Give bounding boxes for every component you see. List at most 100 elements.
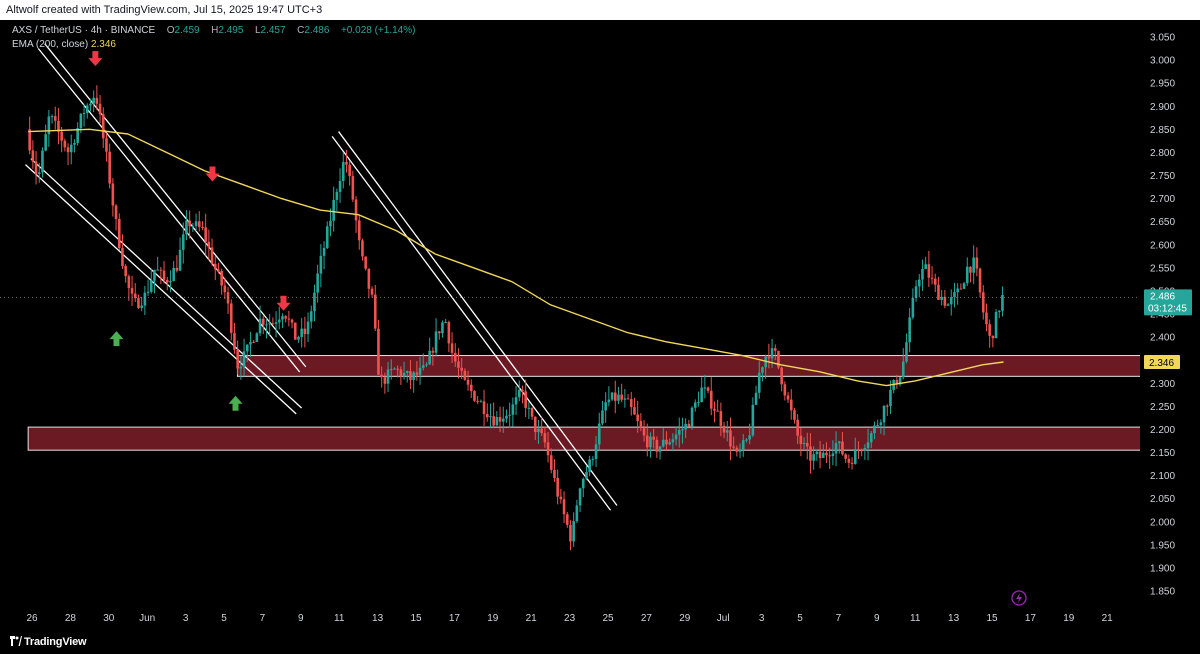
time-tick-label: 11 — [910, 613, 921, 624]
candle-body — [748, 435, 751, 440]
candle-body — [981, 292, 985, 313]
candle-body — [575, 505, 579, 522]
lightning-icon[interactable] — [1011, 590, 1027, 606]
candle-body — [588, 459, 591, 473]
candle-body — [572, 521, 575, 542]
down-arrow-icon — [276, 295, 291, 311]
time-tick-label: 17 — [1025, 613, 1037, 624]
candle-body — [988, 324, 991, 336]
candle-body — [146, 291, 150, 293]
candle-body — [722, 425, 726, 433]
arrow-head — [88, 58, 103, 67]
candle-body — [777, 350, 780, 368]
candle-body — [681, 429, 684, 431]
candles — [28, 85, 1004, 551]
tradingview-logo-icon — [10, 636, 22, 646]
price-axis[interactable]: 3.050 3.000 2.950 2.900 2.850 2.800 2.750 2.700… — [1140, 20, 1200, 630]
candle-body — [185, 220, 188, 235]
candle-body — [495, 417, 499, 426]
time-tick-label: 3 — [183, 613, 189, 624]
candle-body — [335, 191, 339, 200]
price-tick-label: 2.100 — [1150, 471, 1175, 482]
candle-body — [44, 134, 47, 151]
candle-body — [297, 336, 300, 340]
candle-body — [527, 407, 531, 409]
candle-body — [559, 496, 563, 500]
candle-body — [898, 377, 902, 385]
time-tick-label: 7 — [260, 613, 266, 624]
candle-body — [505, 415, 508, 419]
candle-body — [690, 407, 694, 427]
candle-body — [847, 458, 851, 463]
candle-body — [521, 390, 524, 392]
price-tick-label: 2.250 — [1150, 402, 1175, 413]
time-axis-bg — [0, 605, 1140, 630]
candle-body — [732, 446, 735, 448]
candle-body — [399, 369, 403, 377]
up-arrow-icon — [228, 395, 243, 411]
time-tick-label: 27 — [641, 613, 653, 624]
candle-body — [985, 312, 988, 325]
candle-body — [674, 434, 678, 440]
bar-countdown: 03:12:45 — [1148, 303, 1187, 314]
candle-body — [885, 405, 889, 407]
price-tick-label: 2.950 — [1150, 79, 1175, 90]
high-value: 2.495 — [218, 25, 244, 36]
candle-body — [169, 280, 172, 283]
candle-body — [98, 103, 102, 115]
candle-body — [889, 389, 892, 406]
arrow-shaft — [113, 338, 120, 347]
price-tick-label: 2.700 — [1150, 194, 1175, 205]
candle-body — [930, 277, 934, 279]
candle-body — [441, 322, 444, 334]
ema-label: EMA (200, close) — [12, 39, 89, 50]
candle-body — [111, 183, 115, 206]
candle-body — [517, 390, 521, 398]
candle-body — [101, 114, 105, 139]
candle-body — [860, 450, 863, 452]
candle-body — [492, 416, 495, 426]
candle-body — [338, 180, 342, 192]
candle-body — [636, 414, 639, 421]
candle-body — [460, 367, 463, 371]
candle-body — [149, 280, 153, 292]
candle-body — [447, 321, 451, 344]
candle-body — [815, 451, 819, 455]
time-tick-label: 15 — [986, 613, 998, 624]
candle-body — [281, 316, 284, 320]
candle-body — [956, 288, 959, 293]
trendline-3-a — [338, 131, 618, 506]
price-tick-label: 2.750 — [1150, 171, 1175, 182]
price-chart[interactable]: 3.050 3.000 2.950 2.900 2.850 2.800 2.750 2.700… — [0, 20, 1200, 630]
candle-body — [140, 305, 143, 308]
candle-body — [946, 304, 950, 306]
candle-body — [114, 205, 118, 220]
arrow-head — [276, 302, 291, 311]
candle-body — [783, 384, 787, 396]
candle-body — [476, 400, 479, 402]
candle-body — [975, 257, 979, 269]
candle-body — [799, 435, 803, 445]
candle-body — [37, 172, 41, 175]
candle-body — [28, 129, 31, 151]
time-axis[interactable]: 26 28 30 Jun 3 5 7 9 11 13 15 17 19 21 23 25 27 29 Jul 3 5 7 9… — [0, 605, 1140, 630]
candle-body — [217, 269, 220, 271]
candle-body — [831, 453, 835, 457]
candle-body — [607, 399, 611, 403]
price-tick-label: 2.050 — [1150, 494, 1175, 505]
candle-body — [108, 151, 111, 184]
candle-body — [386, 369, 390, 384]
candle-body — [924, 264, 927, 269]
candle-body — [133, 293, 137, 299]
candle-body — [581, 478, 585, 489]
candle-body — [879, 422, 883, 426]
candle-body — [444, 321, 447, 323]
candle-body — [95, 97, 99, 104]
down-arrow-icon — [205, 166, 220, 182]
candle-body — [780, 367, 783, 385]
candle-body — [863, 448, 867, 451]
candle-body — [828, 455, 831, 457]
candle-body — [533, 416, 537, 433]
trendline-3-b — [331, 135, 612, 511]
time-tick-label: 25 — [602, 613, 614, 624]
